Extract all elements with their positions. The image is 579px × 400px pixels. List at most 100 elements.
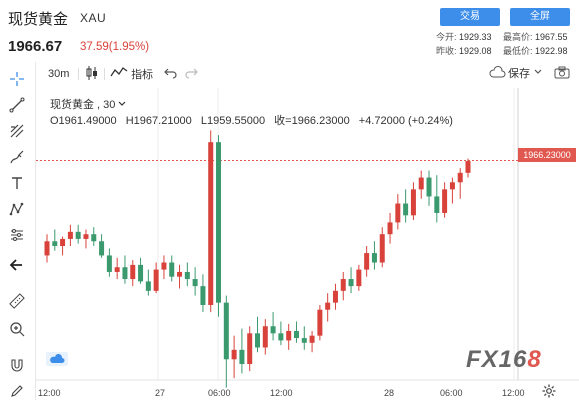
candle-body: [208, 142, 214, 305]
cloud-logo-icon[interactable]: [46, 352, 68, 366]
stats-right: 最高价: 1967.55 最低价: 1922.98: [503, 30, 568, 58]
crosshair-icon[interactable]: [5, 68, 29, 90]
legend-open: O1961.49000: [50, 115, 117, 127]
candle-body: [309, 335, 315, 343]
candle-body: [114, 267, 120, 272]
candle-body: [200, 286, 206, 305]
instrument-symbol: XAU: [80, 11, 107, 25]
cloud-save-icon[interactable]: [488, 65, 506, 83]
camera-icon[interactable]: [554, 65, 570, 83]
candle-body: [379, 234, 385, 263]
candle-body: [83, 234, 89, 239]
trade-button[interactable]: 交易: [440, 8, 500, 26]
chart-legend-title: 现货黄金 , 30: [50, 96, 126, 112]
x-tick-label: 27: [155, 388, 166, 398]
watermark-text: FX16: [466, 346, 528, 373]
candle-body: [44, 241, 50, 256]
candle-body: [270, 326, 276, 334]
candle-body: [177, 271, 183, 277]
prev-close-label: 昨收:: [436, 46, 457, 56]
fib-tool-icon[interactable]: [5, 120, 29, 142]
low-value: 1922.98: [535, 46, 568, 56]
undo-icon[interactable]: [164, 65, 178, 83]
candle-type-icon[interactable]: [86, 65, 98, 83]
candle-body: [247, 333, 253, 364]
candle-body: [364, 253, 370, 270]
interval-selector[interactable]: 30m: [48, 68, 70, 80]
last-price: 1966.67: [8, 38, 63, 55]
candle-body: [434, 196, 440, 213]
open-value: 1929.33: [459, 32, 492, 42]
candle-body: [356, 269, 362, 287]
brush-icon[interactable]: [5, 146, 29, 168]
candle-body: [255, 333, 260, 348]
x-tick-label: 12:00: [38, 388, 61, 398]
candle-body: [395, 203, 401, 223]
candle-body: [239, 349, 245, 364]
indicator-wave-icon: [110, 65, 128, 85]
candle-body: [130, 264, 136, 280]
current-price-tag: 1966.23000: [518, 148, 576, 162]
open-label: 今开:: [436, 32, 457, 42]
candle-body: [278, 333, 284, 341]
candle-body: [145, 281, 151, 291]
gear-icon[interactable]: [542, 384, 556, 400]
toolbar-divider: [104, 68, 105, 80]
watermark-accent: 8: [527, 346, 542, 373]
legend-close: 收=1966.23000: [274, 115, 350, 127]
candle-body: [426, 177, 432, 197]
toolbar-divider: [78, 68, 79, 80]
candle-body: [317, 309, 323, 336]
candle-body: [153, 269, 159, 291]
watermark-logo: FX168: [466, 346, 542, 374]
candle-body: [184, 271, 190, 280]
legend-high: H1967.21000: [125, 115, 192, 127]
prev-close-value: 1929.08: [459, 46, 492, 56]
pencil-lock-icon[interactable]: [5, 380, 29, 400]
candle-body: [99, 241, 105, 256]
measure-tool-icon[interactable]: [5, 224, 29, 246]
zoom-in-icon[interactable]: [5, 318, 29, 340]
legend-collapse-icon[interactable]: [118, 99, 126, 111]
magnet-icon[interactable]: [5, 354, 29, 376]
candle-body: [403, 203, 409, 216]
price-change: 37.59(1.95%): [80, 41, 150, 53]
candle-body: [465, 161, 471, 173]
candle-body: [449, 182, 455, 190]
candle-body: [106, 255, 112, 272]
candle-body: [67, 231, 73, 239]
save-dropdown-icon[interactable]: [534, 65, 542, 83]
candle-body: [262, 326, 268, 348]
pattern-tool-icon[interactable]: [5, 198, 29, 220]
high-label: 最高价:: [503, 32, 533, 42]
candle-body: [169, 262, 175, 277]
candle-body: [325, 302, 331, 310]
x-tick-label: 28: [384, 388, 395, 398]
candle-body: [418, 177, 424, 190]
candle-body: [293, 330, 299, 339]
trend-line-icon[interactable]: [5, 94, 29, 116]
candle-body: [231, 349, 237, 360]
candle-body: [442, 189, 448, 213]
stats-left: 今开: 1929.33 昨收: 1929.08: [436, 30, 492, 58]
x-tick-label: 12:00: [502, 388, 525, 398]
candle-body: [348, 279, 354, 287]
drawing-toolbar: [0, 62, 36, 400]
text-tool-icon[interactable]: [5, 172, 29, 194]
candle-body: [410, 189, 416, 216]
candle-body: [371, 253, 377, 263]
save-button[interactable]: 保存: [508, 68, 530, 80]
indicators-label: 指标: [131, 68, 154, 81]
redo-icon[interactable]: [184, 65, 198, 83]
indicators-button[interactable]: 指标: [110, 65, 153, 83]
fullscreen-button[interactable]: 全屏: [510, 8, 570, 26]
candle-body: [52, 241, 58, 246]
candle-body: [286, 330, 292, 341]
chart-toolbar: 30m 指标 保存: [0, 60, 579, 88]
legend-low: L1959.55000: [200, 115, 266, 127]
ruler-icon[interactable]: [5, 290, 29, 312]
price-chart[interactable]: [36, 88, 579, 400]
candle-body: [216, 142, 222, 303]
back-arrow-icon[interactable]: [5, 254, 29, 276]
candle-body: [301, 338, 307, 343]
